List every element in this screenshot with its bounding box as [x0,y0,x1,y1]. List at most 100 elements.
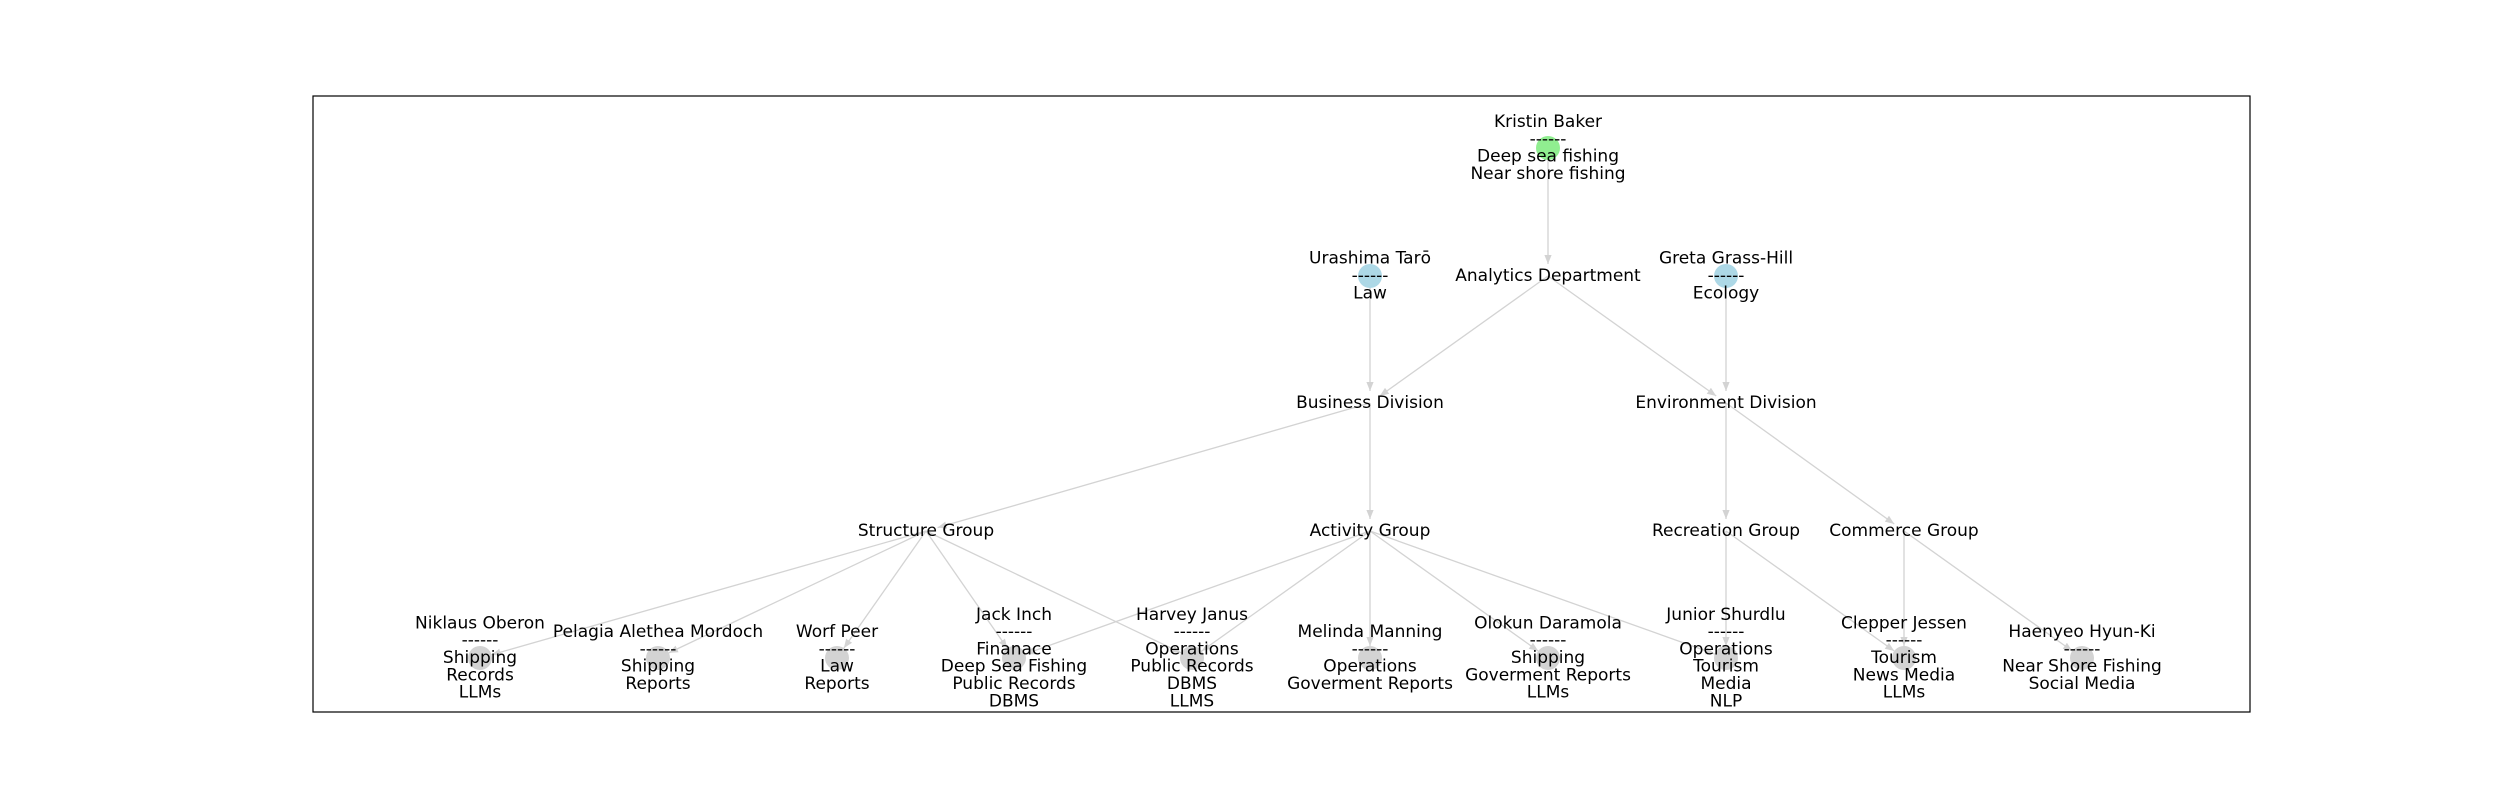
edge-structure-to-harvey [925,530,1182,654]
node-title: Structure Group [858,521,994,541]
node-title: Melinda Manning [1298,622,1443,642]
node-title: Business Division [1296,393,1444,413]
node-greta: Greta Grass-Hill------Ecology [1659,249,1793,304]
node-marker-pelagia [646,646,670,670]
node-skill: LLMs [1883,683,1926,703]
edges-layer [491,148,2073,656]
node-title: Kristin Baker [1494,112,1602,132]
node-marker-haenyeo [2070,646,2094,670]
node-skill: NLP [1710,691,1742,711]
node-commerce: Commerce Group [1829,521,1978,541]
node-title: Commerce Group [1829,521,1978,541]
node-separator: ------ [1352,639,1389,659]
node-pelagia: Pelagia Alethea Mordoch------ShippingRep… [553,622,763,694]
node-junior: Junior Shurdlu------OperationsTourismMed… [1665,605,1785,712]
node-structure: Structure Group [858,521,994,541]
node-separator: ------ [1352,266,1389,286]
node-separator: ------ [1886,631,1923,651]
node-skill: Shipping [443,648,517,668]
edge-business-to-structure [937,402,1371,529]
node-separator: ------ [1530,129,1567,149]
node-marker-junior [1714,646,1738,670]
node-title: Niklaus Oberon [415,613,545,633]
node-separator: ------ [996,622,1033,642]
node-skill: Deep Sea Fishing [941,657,1087,677]
node-separator: ------ [1708,266,1745,286]
node-separator: ------ [462,631,499,651]
node-skill: Ecology [1693,283,1759,303]
node-urashima: Urashima Tarō------Law [1309,249,1431,304]
edge-activity-to-olokun [1369,530,1539,652]
edge-activity-to-harvey [1201,530,1371,652]
node-skill: LLMs [459,683,502,703]
diagram-frame [312,95,2251,713]
edge-analytics-to-environment [1547,275,1717,397]
node-marker-kristin [1536,136,1560,160]
node-labels-layer: Kristin Baker------Deep sea fishingNear … [415,112,2162,711]
node-skill: Public Records [1130,657,1253,677]
node-skill: Shipping [621,657,695,677]
node-skill: Reports [625,674,690,694]
node-title: Activity Group [1310,521,1431,541]
node-kristin: Kristin Baker------Deep sea fishingNear … [1470,112,1625,184]
node-activity: Activity Group [1310,521,1431,541]
node-marker-urashima [1358,264,1382,288]
node-marker-greta [1714,264,1738,288]
node-marker-niklaus [468,646,492,670]
node-skill: Operations [1145,639,1239,659]
node-title: Pelagia Alethea Mordoch [553,622,763,642]
node-recreation: Recreation Group [1652,521,1800,541]
node-skill: Law [820,657,854,677]
node-business: Business Division [1296,393,1444,413]
node-skill: Social Media [2029,674,2136,694]
node-skill: LLMs [1527,683,1570,703]
node-skill: LLMS [1170,691,1214,711]
node-separator: ------ [2064,639,2101,659]
node-skill: Operations [1679,639,1773,659]
node-marker-worf [825,646,849,670]
node-skill: Media [1700,674,1751,694]
edge-structure-to-niklaus [491,530,927,656]
node-separator: ------ [640,639,677,659]
node-separator: ------ [1708,622,1745,642]
node-skill: Near Shore Fishing [2002,657,2162,677]
edge-structure-to-jack [925,530,1008,649]
node-title: Recreation Group [1652,521,1800,541]
node-skill: Law [1353,283,1387,303]
node-melinda: Melinda Manning------OperationsGoverment… [1287,622,1453,694]
node-marker-harvey [1180,646,1204,670]
node-environment: Environment Division [1635,393,1816,413]
node-skill: Tourism [1692,657,1759,677]
edge-activity-to-jack [1025,530,1371,655]
node-skill: Shipping [1511,648,1585,668]
node-skill: Public Records [952,674,1075,694]
node-skill: Operations [1323,657,1417,677]
edge-commerce-to-haenyeo [1903,530,2073,652]
node-markers-layer [468,136,2094,670]
node-marker-clepper [1892,646,1916,670]
node-title: Greta Grass-Hill [1659,249,1793,269]
node-title: Haenyeo Hyun-Ki [2008,622,2155,642]
node-marker-jack [1002,646,1026,670]
node-separator: ------ [1530,631,1567,651]
edge-activity-to-junior [1369,530,1715,655]
edge-recreation-to-clepper [1725,530,1895,652]
edge-analytics-to-business [1379,275,1549,397]
node-title: Olokun Daramola [1474,613,1622,633]
node-skill: Goverment Reports [1287,674,1453,694]
node-skill: Near shore fishing [1470,164,1625,184]
node-title: Environment Division [1635,393,1816,413]
node-separator: ------ [1174,622,1211,642]
node-skill: Reports [804,674,869,694]
node-title: Analytics Department [1455,266,1641,286]
node-analytics: Analytics Department [1455,266,1641,286]
node-separator: ------ [819,639,856,659]
node-skill: News Media [1853,665,1955,685]
edge-environment-to-commerce [1725,402,1895,525]
node-skill: Goverment Reports [1465,665,1631,685]
